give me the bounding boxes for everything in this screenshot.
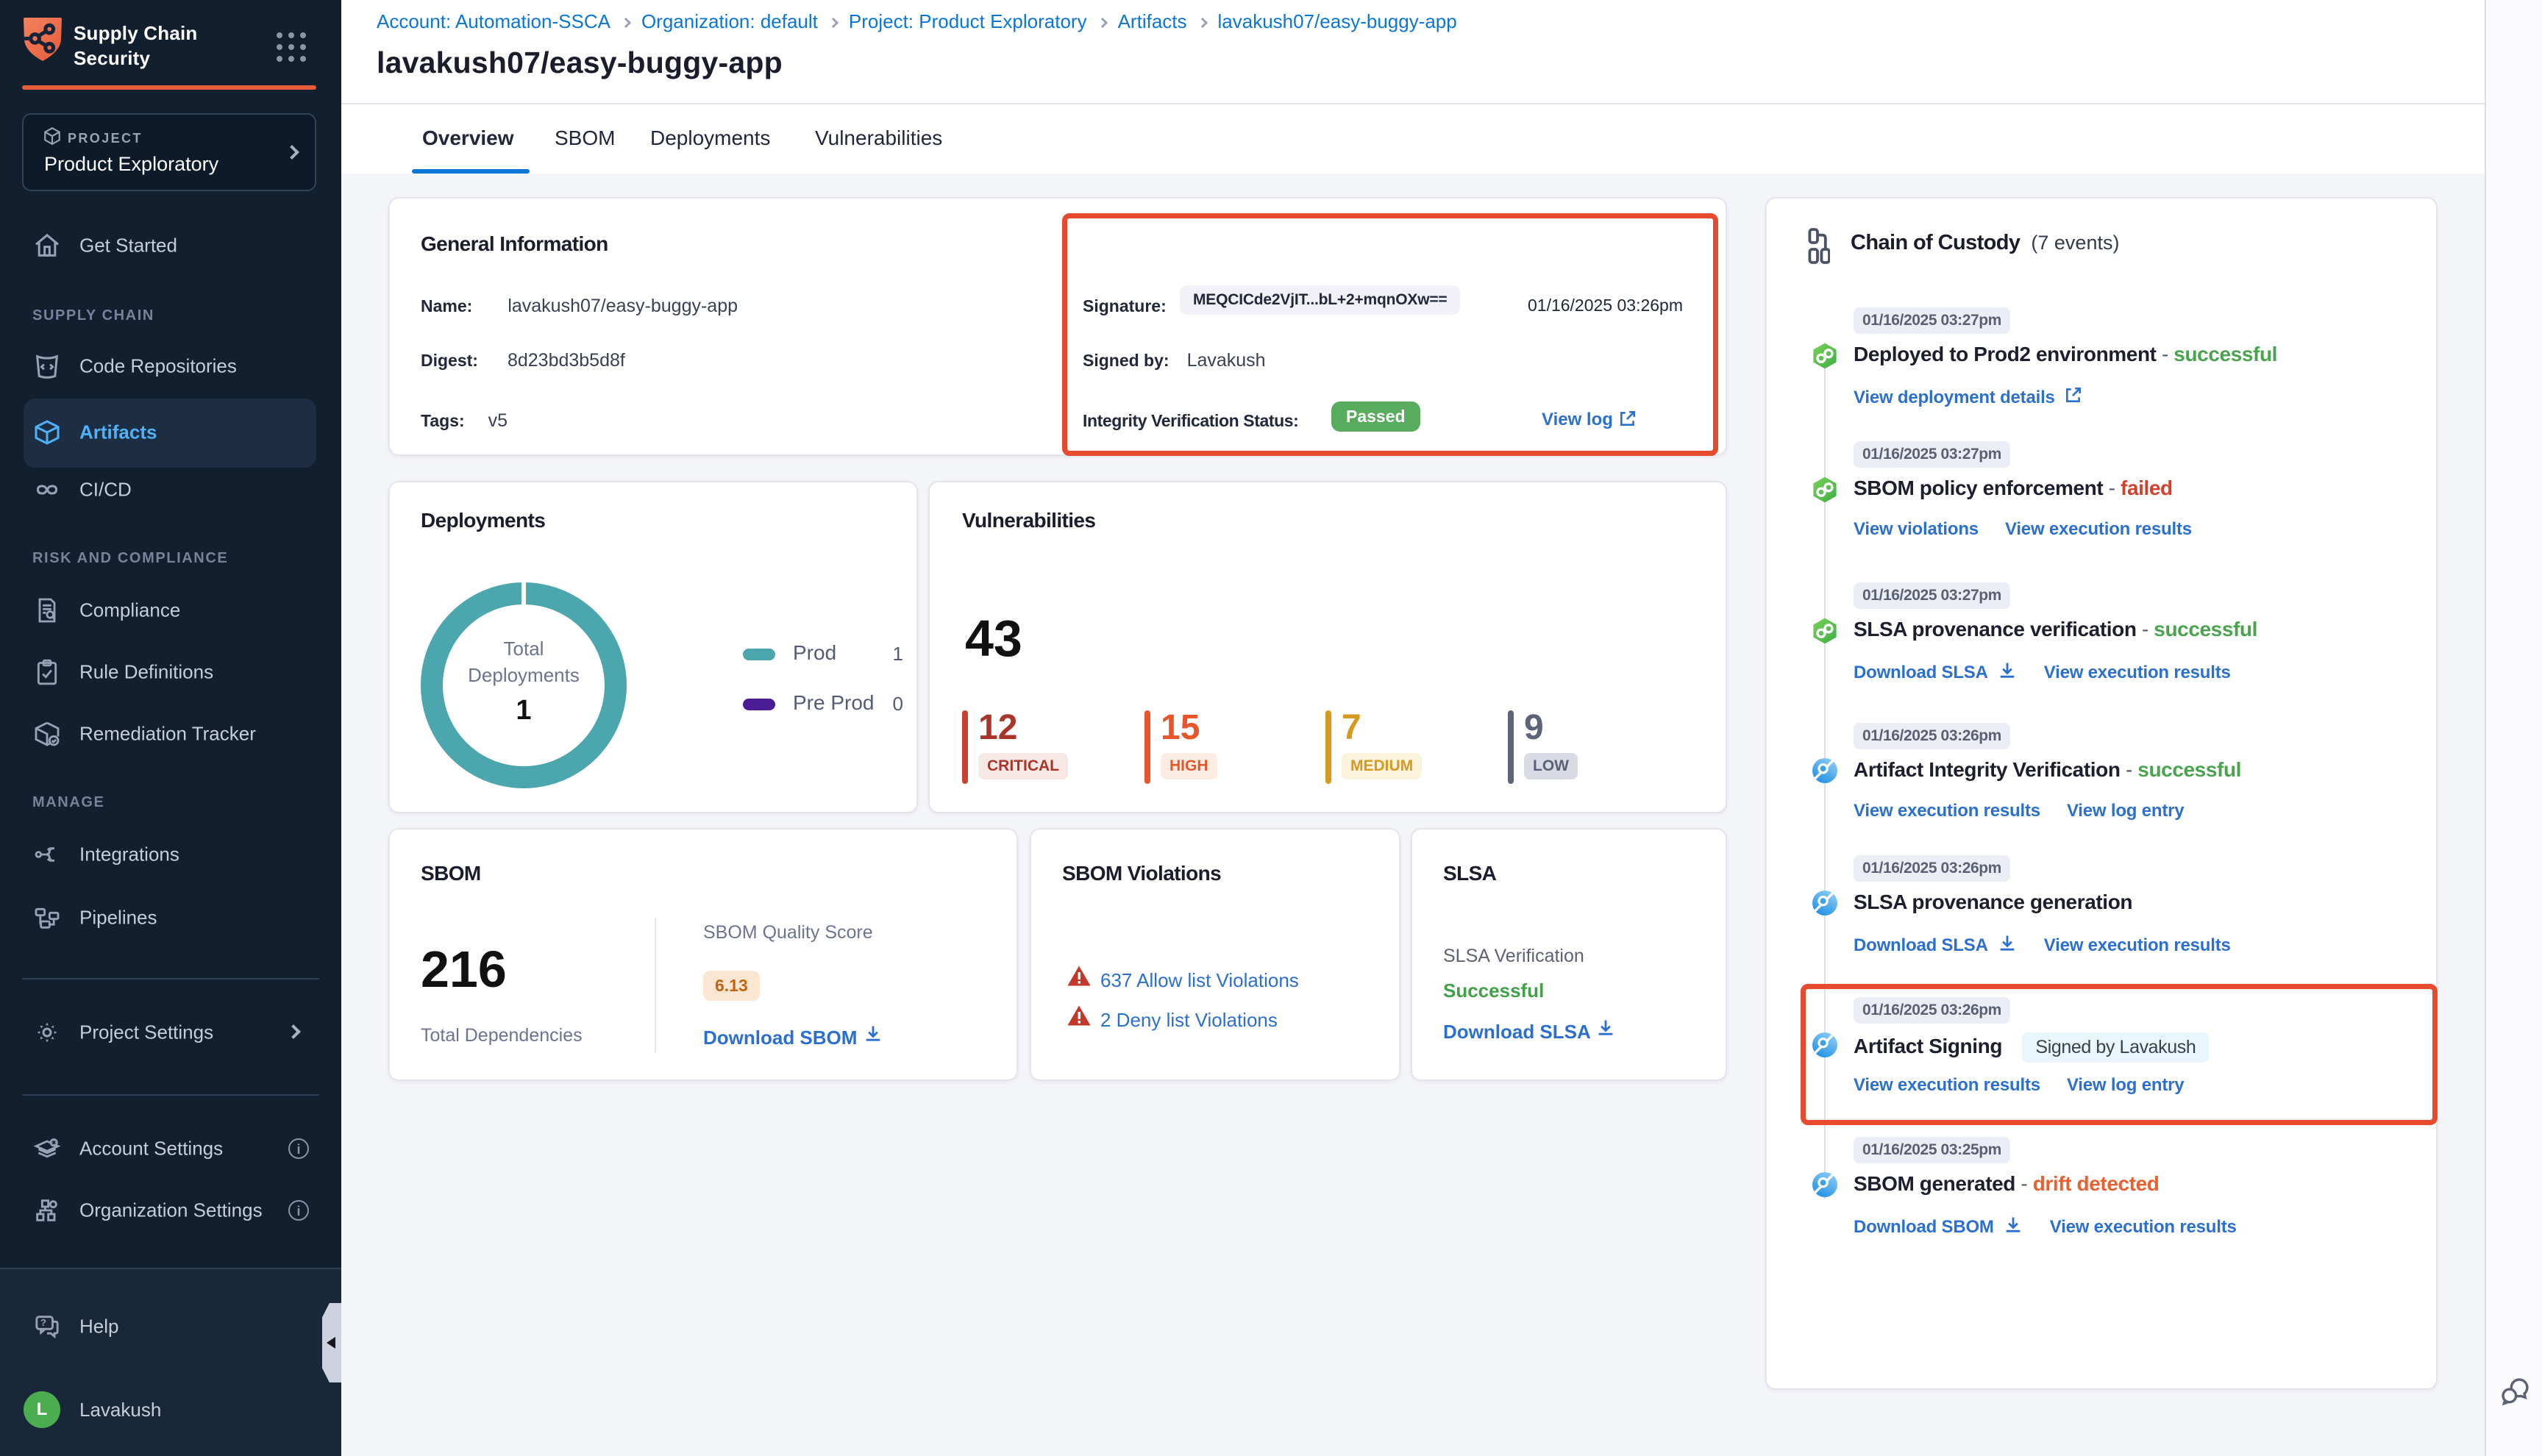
svg-text:?: ? xyxy=(40,1317,46,1328)
